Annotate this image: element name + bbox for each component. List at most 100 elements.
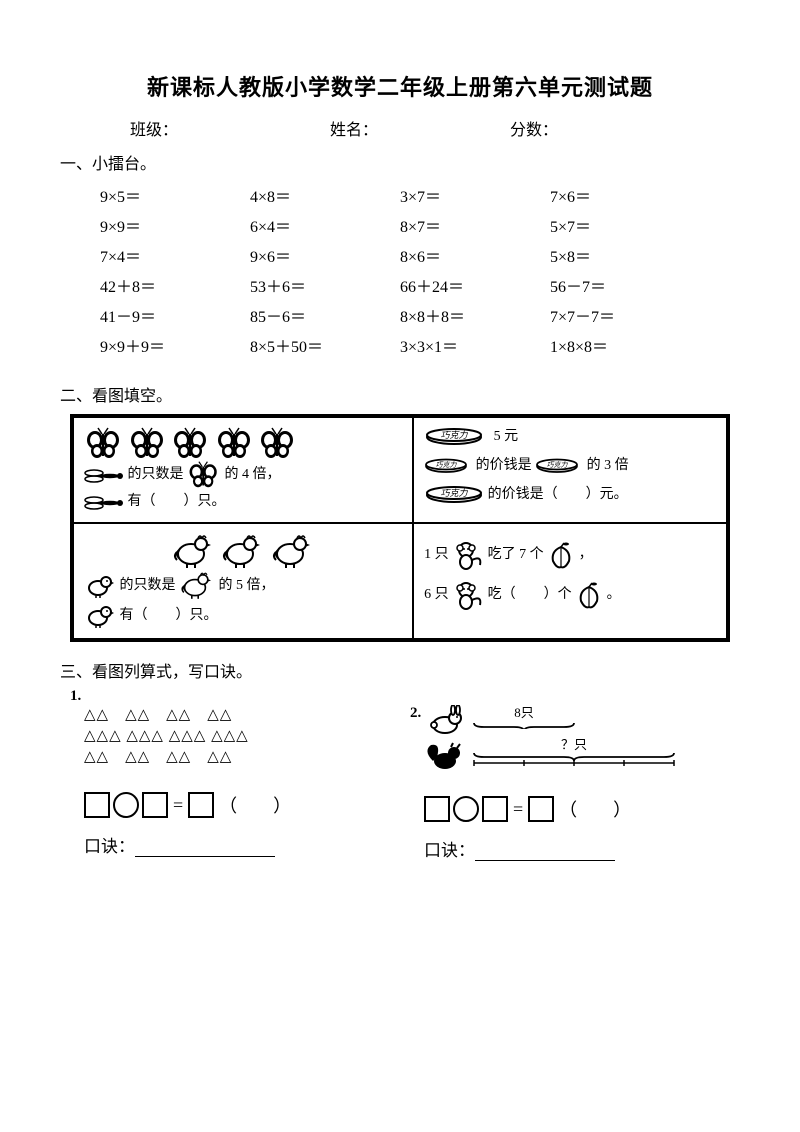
blank-box[interactable] — [482, 796, 508, 822]
q2-cell: 5 元 的价钱是 的 3 倍 的价钱是（ ）元。 — [413, 417, 727, 523]
q2-price: 5 元 — [494, 429, 519, 444]
calc-cell: 5×8＝ — [550, 240, 700, 270]
blank-box[interactable] — [188, 792, 214, 818]
blank-box[interactable] — [424, 796, 450, 822]
calc-cell: 8×6＝ — [400, 240, 550, 270]
calc-table: 9×5＝4×8＝3×7＝7×6＝ 9×9＝6×4＝8×7＝5×7＝ 7×4＝9×… — [100, 180, 700, 360]
calc-cell: 9×9＝ — [100, 210, 250, 240]
class-label: 班级： — [130, 116, 330, 140]
bracket-label: ？只 — [561, 739, 587, 752]
monkey-icon — [452, 540, 484, 570]
koujue-row: 口诀： — [410, 836, 730, 861]
bracket-ruler-icon: ？只 — [469, 739, 679, 767]
peach-icon — [575, 581, 603, 609]
butterfly-row — [84, 426, 402, 460]
bracket-icon: 8只 — [469, 707, 579, 729]
dragonfly-icon — [84, 490, 124, 514]
calc-cell: 7×4＝ — [100, 240, 250, 270]
dragonfly-icon — [84, 463, 124, 487]
unit-blank[interactable]: （ ） — [219, 792, 291, 818]
blank-circle[interactable] — [453, 796, 479, 822]
section-3-heading: 三、看图列算式，写口诀。 — [60, 658, 730, 682]
hen-icon — [220, 532, 266, 570]
squirrel-icon — [427, 741, 465, 771]
equation-blank[interactable]: = （ ） — [70, 792, 390, 818]
equation-blank[interactable]: = （ ） — [410, 796, 730, 822]
student-info-row: 班级： 姓名： 分数： — [70, 116, 730, 140]
unit-blank[interactable]: （ ） — [559, 796, 631, 822]
calc-cell: 53＋6＝ — [250, 270, 400, 300]
q3-2-label: 2. — [410, 705, 421, 722]
q4-text: 6 只 — [424, 587, 449, 602]
chick-icon — [84, 602, 116, 630]
calc-cell: 8×7＝ — [400, 210, 550, 240]
page-title: 新课标人教版小学数学二年级上册第六单元测试题 — [70, 70, 730, 102]
blank-box[interactable] — [528, 796, 554, 822]
blank-box[interactable] — [84, 792, 110, 818]
chocolate-icon — [424, 485, 484, 505]
section-2-box: 的只数是 的 4 倍， 有（ ）只。 5 元 的价钱是 — [70, 414, 730, 642]
section-1-heading: 一、小擂台。 — [60, 150, 730, 174]
triangle-row: △△ △△ △△ △△ — [70, 705, 390, 726]
q3-cell: 的只数是 的 5 倍， 有（ ）只。 — [73, 523, 413, 639]
q1-cell: 的只数是 的 4 倍， 有（ ）只。 — [73, 417, 413, 523]
calc-cell: 42＋8＝ — [100, 270, 250, 300]
q4-text: 。 — [607, 587, 621, 602]
q4-text: ， — [579, 547, 593, 562]
q4-cell: 1 只 吃了 7 个 ， 6 只 吃（ ）个 。 — [413, 523, 727, 639]
q3-2: 2. 8只 — [410, 705, 730, 861]
q2-text: 的 3 倍 — [587, 458, 629, 473]
q3-1: △△ △△ △△ △△ △△△ △△△ △△△ △△△ △△ △△ △△ △△ … — [70, 705, 390, 861]
calc-cell: 5×7＝ — [550, 210, 700, 240]
blank-box[interactable] — [142, 792, 168, 818]
calc-cell: 8×5＋50＝ — [250, 330, 400, 360]
monkey-icon — [452, 580, 484, 610]
calc-cell: 3×3×1＝ — [400, 330, 550, 360]
q1-text: 的只数是 — [128, 467, 184, 482]
chocolate-icon — [535, 458, 583, 474]
calc-cell: 7×7－7＝ — [550, 300, 700, 330]
q4-text: 1 只 — [424, 547, 449, 562]
butterfly-icon — [84, 426, 124, 460]
chick-icon — [84, 572, 116, 600]
calc-cell: 3×7＝ — [400, 180, 550, 210]
triangle-row: △△△ △△△ △△△ △△△ — [70, 726, 390, 747]
butterfly-icon — [171, 426, 211, 460]
q3-text: 的 5 倍， — [219, 578, 275, 593]
butterfly-icon — [258, 426, 298, 460]
section-3: 三、看图列算式，写口诀。 1. △△ △△ △△ △△ △△△ △△△ △△△ … — [70, 658, 730, 861]
koujue-label: 口诀： — [424, 841, 475, 860]
q4-text: 吃了 7 个 — [488, 547, 544, 562]
section-2-heading: 二、看图填空。 — [60, 382, 730, 406]
calc-cell: 9×5＝ — [100, 180, 250, 210]
q4-blank[interactable]: 吃（ ）个 — [488, 587, 572, 602]
blank-circle[interactable] — [113, 792, 139, 818]
calc-cell: 8×8＋8＝ — [400, 300, 550, 330]
calc-grid: 9×5＝4×8＝3×7＝7×6＝ 9×9＝6×4＝8×7＝5×7＝ 7×4＝9×… — [70, 180, 730, 360]
triangle-row: △△ △△ △△ △△ — [70, 747, 390, 768]
koujue-row: 口诀： — [70, 832, 390, 857]
koujue-label: 口诀： — [84, 837, 135, 856]
q3-blank[interactable]: 有（ ）只。 — [120, 608, 218, 623]
koujue-blank[interactable] — [475, 843, 615, 861]
q1-blank[interactable]: 有（ ）只。 — [128, 494, 226, 509]
hen-icon — [270, 532, 316, 570]
q3-text: 的只数是 — [120, 578, 176, 593]
q3-1-label: 1. — [70, 688, 730, 705]
calc-cell: 56－7＝ — [550, 270, 700, 300]
peach-icon — [547, 541, 575, 569]
hen-icon — [171, 532, 217, 570]
calc-cell: 7×6＝ — [550, 180, 700, 210]
butterfly-icon — [128, 426, 168, 460]
calc-cell: 9×6＝ — [250, 240, 400, 270]
q2-blank[interactable]: 的价钱是（ ）元。 — [488, 487, 628, 502]
calc-cell: 6×4＝ — [250, 210, 400, 240]
calc-cell: 85－6＝ — [250, 300, 400, 330]
chocolate-icon — [424, 458, 472, 474]
q2-text: 的价钱是 — [476, 458, 532, 473]
chocolate-icon — [424, 427, 484, 447]
koujue-blank[interactable] — [135, 839, 275, 857]
calc-cell: 66＋24＝ — [400, 270, 550, 300]
q1-text: 的 4 倍， — [225, 467, 281, 482]
calc-cell: 9×9＋9＝ — [100, 330, 250, 360]
